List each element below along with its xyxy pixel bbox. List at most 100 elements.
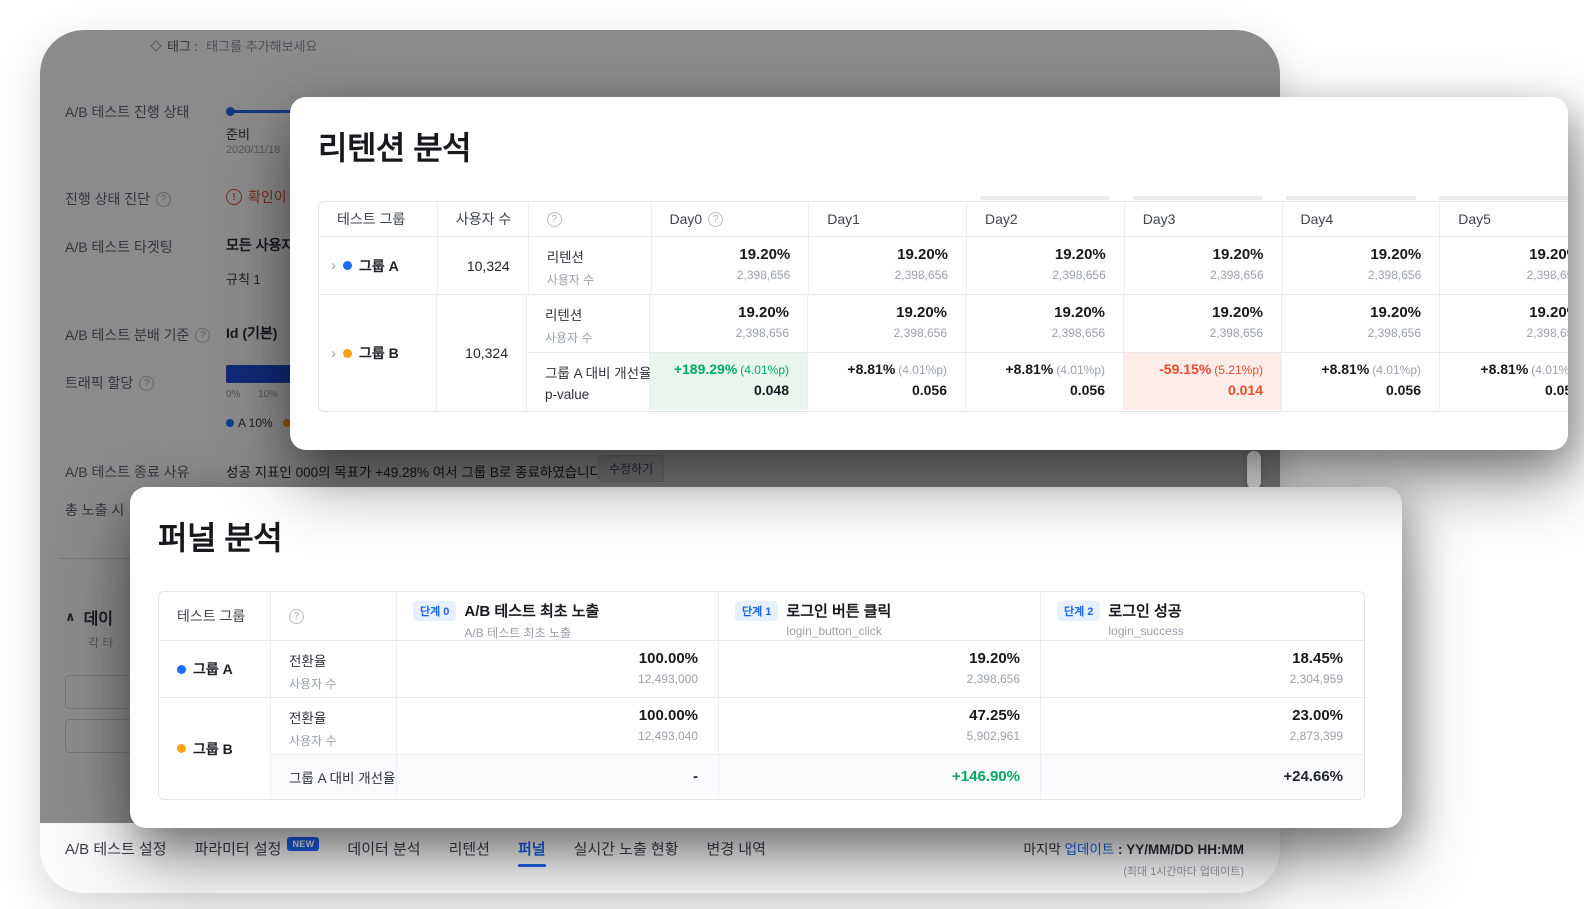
value-cell: 19.20%2,398,656 bbox=[719, 641, 1041, 697]
value-cell: 19.20%2,398,656 bbox=[1526, 304, 1568, 340]
retention-table-header: 테스트 그룹 사용자 수 Day0 Day1 Day2 Day3 Day4 Da… bbox=[319, 202, 1568, 237]
help-icon bbox=[156, 191, 172, 207]
improvement-cell-positive: +146.90% bbox=[719, 755, 1041, 798]
traffic-tick: 0% bbox=[226, 389, 241, 400]
step-badge: 단계 0 bbox=[413, 601, 457, 621]
progress-dot bbox=[226, 107, 235, 116]
value-cell: 19.20%2,398,656 bbox=[809, 237, 967, 294]
group-b-cell[interactable]: 그룹 B bbox=[319, 295, 437, 411]
tag-row: 태그 : 태그를 추가해보세요 bbox=[150, 36, 318, 55]
funnel-title: 퍼널 분석 bbox=[158, 520, 283, 556]
assign-value: Id (기본) bbox=[226, 325, 278, 341]
field-label-end-reason: A/B 테스트 종료 사유 bbox=[65, 464, 190, 480]
value-cell: 19.20%2,398,656 bbox=[1526, 246, 1568, 282]
tab-retention[interactable]: 리텐션 bbox=[448, 841, 490, 858]
end-reason-text: 성공 지표인 000의 목표가 +49.28% 여서 그룹 B로 종료하였습니다… bbox=[226, 465, 606, 480]
group-a-cell: 그룹 A bbox=[159, 641, 271, 697]
group-b-subrows: 리텐션 사용자 수 19.20% 2,398,656 19.20% 2,398,65… bbox=[527, 295, 1568, 411]
help-icon[interactable] bbox=[708, 211, 724, 227]
group-a-dot bbox=[177, 664, 186, 674]
field-label-traffic: 트래픽 할당 bbox=[65, 373, 155, 393]
funnel-table-header: 테스트 그룹 단계 0 A/B 테스트 최초 노출 A/B 테스트 최초 노출 … bbox=[159, 592, 1364, 641]
metric-label-cell: 전환율 사용자 수 bbox=[271, 698, 397, 754]
retention-table: 테스트 그룹 사용자 수 Day0 Day1 Day2 Day3 Day4 Da… bbox=[318, 201, 1568, 412]
section-subtext: 각 타 bbox=[88, 636, 114, 650]
header-test-group: 테스트 그룹 bbox=[159, 592, 271, 640]
scroll-indicator-bar bbox=[1286, 196, 1416, 200]
value-cell: 18.45% 2,304,959 bbox=[1289, 650, 1343, 686]
step-badge: 단계 2 bbox=[1057, 601, 1101, 621]
page-scrollbar-thumb[interactable] bbox=[1247, 451, 1261, 489]
tab-data-analysis[interactable]: 데이터 분석 bbox=[347, 841, 421, 858]
tab-parameter-settings[interactable]: 파라미터 설정 NEW bbox=[195, 837, 320, 875]
new-badge: NEW bbox=[287, 837, 320, 851]
targeting-value: 모든 사용자 bbox=[226, 237, 295, 253]
group-b-dot bbox=[282, 419, 291, 427]
tab-bar: A/B 테스트 설정 파라미터 설정 NEW 데이터 분석 리텐션 퍼널 실시간… bbox=[65, 837, 766, 875]
tab-funnel[interactable]: 퍼널 bbox=[517, 838, 546, 875]
value-cell: 19.20%2,398,656 bbox=[652, 237, 810, 294]
value-cell: 19.20%2,398,656 bbox=[1125, 237, 1283, 294]
targeting-rule: 규칙 1 bbox=[226, 272, 261, 287]
header-day5: Day5 bbox=[1458, 211, 1491, 227]
metric-label-cell: 그룹 A 대비 개선율 p-value bbox=[527, 353, 651, 410]
improvement-cell: +8.81%(4.01%p) 0.056 bbox=[1480, 361, 1568, 398]
edit-button: 수정하기 bbox=[598, 455, 665, 482]
section-header: 데이 bbox=[65, 605, 113, 629]
field-label-status: A/B 테스트 진행 상태 bbox=[65, 104, 190, 120]
group-b-improvement-row: 그룹 A 대비 개선율 p-value +189.29% (4.01%p) 0.0… bbox=[527, 353, 1568, 410]
group-a-cell[interactable]: 그룹 A bbox=[319, 237, 438, 294]
last-update-note: (최대 1시간마다 업데이트) bbox=[1123, 866, 1244, 878]
funnel-row-group-a: 그룹 A 전환율 사용자 수 100.00% 12,493,000 19.20% 2… bbox=[159, 641, 1364, 698]
tab-ab-test-settings[interactable]: A/B 테스트 설정 bbox=[65, 841, 167, 858]
value-cell: 100.00% 12,493,040 bbox=[397, 698, 719, 754]
group-b-dot bbox=[343, 348, 352, 358]
value-cell: 100.00% 12,493,000 bbox=[397, 641, 719, 697]
expand-chevron-icon[interactable] bbox=[331, 346, 336, 361]
group-b-users: 10,324 bbox=[437, 295, 527, 411]
value-cell: 23.00% 2,873,399 bbox=[1289, 707, 1343, 743]
scroll-indicator-bar bbox=[1439, 196, 1568, 200]
group-b-improvement-row: 그룹 A 대비 개선율 - +146.90% +24.66% bbox=[271, 755, 1363, 798]
group-a-dot bbox=[226, 419, 234, 427]
group-b-retention-row: 리텐션 사용자 수 19.20% 2,398,656 19.20% 2,398,65… bbox=[527, 295, 1568, 353]
value-cell: 19.20%2,398,656 bbox=[1124, 295, 1282, 352]
help-icon[interactable] bbox=[546, 211, 562, 227]
header-step-0: 단계 0 A/B 테스트 최초 노출 A/B 테스트 최초 노출 bbox=[397, 592, 719, 640]
scroll-indicator-bar bbox=[1133, 196, 1263, 200]
header-day3: Day3 bbox=[1125, 202, 1283, 236]
metric-label-cell: 전환율 사용자 수 bbox=[271, 641, 397, 697]
scroll-indicator-bar bbox=[980, 196, 1110, 200]
funnel-analysis-card: 퍼널 분석 테스트 그룹 단계 0 A/B 테스트 최초 노출 A/B 테스트 … bbox=[130, 487, 1402, 828]
last-update-block: 마지막 업데이트 : YY/MM/DD HH:MM (최대 1시간마다 업데이트… bbox=[1024, 838, 1244, 879]
warning-icon bbox=[226, 189, 242, 205]
help-icon bbox=[195, 327, 211, 343]
header-step-2: 단계 2 로그인 성공 login_success bbox=[1041, 592, 1363, 640]
group-b-dot bbox=[177, 744, 186, 753]
field-label-diagnosis: 진행 상태 진단 bbox=[65, 189, 172, 209]
header-metric-help bbox=[529, 202, 652, 236]
field-label-targeting: A/B 테스트 타겟팅 bbox=[65, 239, 173, 255]
improvement-cell: +8.81%(4.01%p) 0.056 bbox=[966, 353, 1124, 410]
tab-change-history[interactable]: 변경 내역 bbox=[706, 841, 766, 858]
last-update-value: : YY/MM/DD HH:MM bbox=[1118, 842, 1244, 857]
field-label-assign: A/B 테스트 분배 기준 bbox=[65, 325, 211, 345]
help-icon[interactable] bbox=[289, 608, 304, 624]
last-update-prefix: 마지막 bbox=[1023, 842, 1061, 857]
retention-analysis-card: 리텐션 분석 테스트 그룹 사용자 수 Day0 Day1 Day2 Day3 … bbox=[290, 97, 1568, 450]
tab-realtime-exposure[interactable]: 실시간 노출 현황 bbox=[573, 841, 679, 858]
retention-row-group-a: 그룹 A 10,324 리텐션 사용자 수 19.20%2,398,656 19… bbox=[319, 237, 1568, 295]
expand-chevron-icon[interactable] bbox=[331, 258, 336, 273]
value-cell: 19.20%2,398,656 bbox=[650, 295, 808, 352]
retention-title: 리텐션 분석 bbox=[318, 130, 472, 166]
value-cell: 19.20%2,398,656 bbox=[966, 295, 1124, 352]
header-step-1: 단계 1 로그인 버튼 클릭 login_button_click bbox=[719, 592, 1041, 640]
tag-placeholder: 태그를 추가해보세요 bbox=[206, 39, 318, 54]
funnel-table: 테스트 그룹 단계 0 A/B 테스트 최초 노출 A/B 테스트 최초 노출 … bbox=[158, 591, 1365, 800]
improvement-cell-positive: +189.29% (4.01%p) 0.048 bbox=[650, 353, 808, 410]
improvement-cell: +8.81%(4.01%p) 0.056 bbox=[808, 353, 966, 410]
group-a-users: 10,324 bbox=[438, 237, 529, 294]
step-badge: 단계 1 bbox=[735, 601, 779, 621]
improvement-cell: +8.81%(4.01%p) 0.056 bbox=[1282, 353, 1440, 410]
traffic-tick: 10% bbox=[258, 389, 279, 400]
